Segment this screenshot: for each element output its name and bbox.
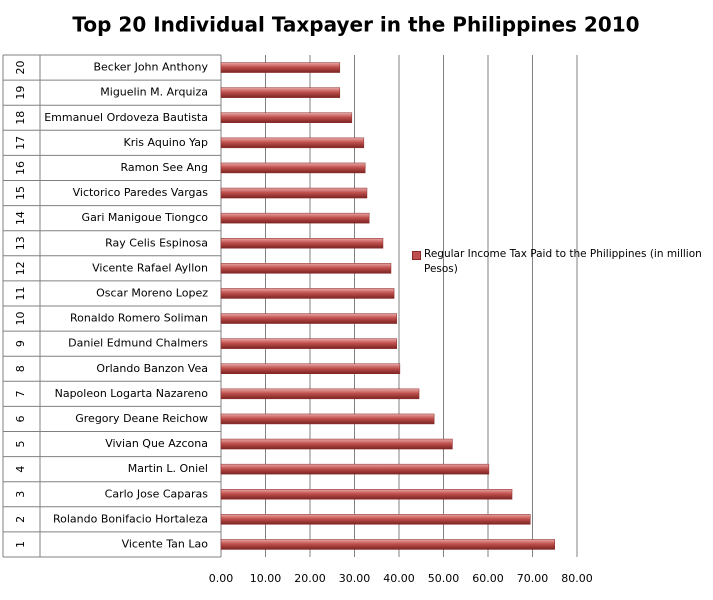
bar: [220, 112, 353, 123]
rank-label: 5: [14, 441, 27, 448]
category-label: Napoleon Logarta Nazareno: [55, 387, 209, 400]
bar: [220, 463, 490, 475]
rank-label: 10: [14, 312, 27, 326]
legend-swatch: [412, 251, 421, 260]
bar: [220, 438, 453, 450]
category-label: Oscar Moreno Lopez: [96, 286, 208, 299]
rank-label: 12: [14, 261, 27, 275]
legend-label: Regular Income Tax Paid to the Philippin…: [424, 248, 702, 275]
category-label: Daniel Edmund Chalmers: [68, 337, 208, 350]
category-label: Vicente Rafael Ayllon: [92, 261, 208, 274]
category-label: Martin L. Oniel: [128, 462, 208, 475]
category-label: Vicente Tan Lao: [122, 537, 209, 550]
category-label: Victorico Paredes Vargas: [73, 186, 209, 199]
rank-label: 2: [14, 516, 27, 523]
legend: Regular Income Tax Paid to the Philippin…: [412, 247, 712, 277]
bar: [220, 62, 341, 73]
rank-label: 15: [14, 186, 27, 200]
bar: [220, 288, 395, 299]
rank-label: 7: [14, 390, 27, 397]
category-label: Emmanuel Ordoveza Bautista: [44, 111, 208, 124]
rank-label: 4: [14, 466, 27, 473]
rank-label: 18: [14, 111, 27, 125]
rank-label: 13: [14, 236, 27, 250]
bar: [220, 238, 384, 249]
category-label: Miguelin M. Arquiza: [100, 86, 208, 99]
x-tick-label: 50.00: [428, 572, 460, 585]
bar: [220, 137, 365, 149]
category-label: Orlando Banzon Vea: [96, 362, 208, 375]
bar: [220, 263, 392, 274]
category-label: Ronaldo Romero Soliman: [70, 312, 208, 325]
chart-title: Top 20 Individual Taxpayer in the Philip…: [72, 13, 639, 37]
category-label: Ramon See Ang: [120, 161, 208, 174]
bar: [220, 388, 420, 400]
category-label: Rolando Bonifacio Hortaleza: [53, 512, 208, 525]
x-tick-label: 20.00: [294, 572, 326, 585]
category-label: Kris Aquino Yap: [124, 136, 209, 149]
bar: [220, 413, 435, 425]
category-label: Gregory Deane Reichow: [75, 412, 208, 425]
category-label: Ray Celis Espinosa: [105, 236, 208, 249]
bar: [220, 489, 513, 500]
category-label: Vivian Que Azcona: [105, 437, 208, 450]
category-label: Becker John Anthony: [93, 61, 208, 74]
bar: [220, 338, 398, 349]
bar: [220, 514, 531, 525]
x-tick-label: 30.00: [339, 572, 371, 585]
rank-label: 3: [14, 491, 27, 498]
bar: [220, 187, 368, 199]
bar: [220, 313, 398, 324]
category-label: Gari Manigoue Tiongco: [82, 211, 209, 224]
bar: [220, 212, 370, 224]
rank-label: 1: [14, 541, 27, 548]
rank-label: 14: [14, 211, 27, 225]
x-tick-label: 0.00: [209, 572, 234, 585]
rank-label: 19: [14, 86, 27, 100]
rank-label: 9: [14, 340, 27, 347]
bar: [220, 363, 401, 374]
rank-label: 20: [14, 61, 27, 75]
x-tick-label: 70.00: [517, 572, 549, 585]
rank-label: 8: [14, 365, 27, 372]
rank-label: 11: [14, 286, 27, 300]
x-tick-label: 80.00: [561, 572, 593, 585]
x-tick-label: 10.00: [250, 572, 282, 585]
bar: [220, 87, 341, 98]
rank-label: 17: [14, 136, 27, 150]
category-label: Carlo Jose Caparas: [105, 487, 209, 500]
bar: [220, 539, 555, 550]
x-tick-label: 40.00: [383, 572, 415, 585]
rank-label: 6: [14, 415, 27, 422]
bar: [220, 162, 366, 174]
x-tick-label: 60.00: [472, 572, 504, 585]
rank-label: 16: [14, 161, 27, 175]
